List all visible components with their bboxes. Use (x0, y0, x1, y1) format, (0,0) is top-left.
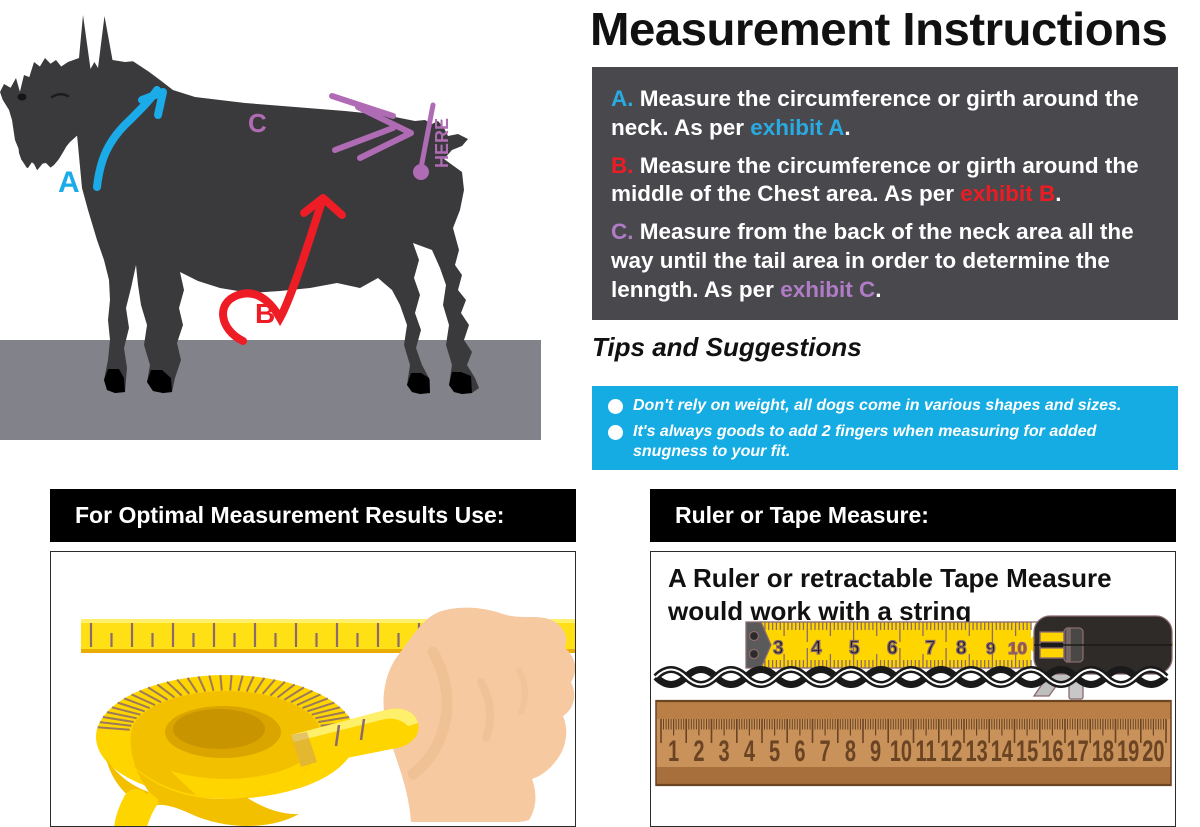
svg-text:2: 2 (693, 735, 704, 768)
svg-text:11: 11 (916, 735, 937, 768)
svg-text:6: 6 (794, 735, 805, 768)
svg-text:3: 3 (719, 735, 730, 768)
svg-text:B: B (255, 298, 275, 329)
svg-text:12: 12 (940, 735, 962, 768)
svg-text:9: 9 (870, 735, 881, 768)
svg-text:10: 10 (1008, 639, 1027, 658)
svg-text:10: 10 (890, 735, 912, 768)
svg-text:1: 1 (668, 735, 679, 768)
svg-text:5: 5 (769, 735, 780, 768)
svg-text:HERE: HERE (432, 118, 452, 168)
svg-text:8: 8 (845, 735, 856, 768)
svg-text:13: 13 (965, 735, 987, 768)
svg-text:9: 9 (986, 639, 995, 658)
svg-text:18: 18 (1092, 735, 1114, 768)
svg-text:6: 6 (887, 638, 898, 659)
svg-text:4: 4 (811, 638, 822, 659)
svg-text:7: 7 (820, 735, 831, 768)
svg-text:8: 8 (956, 638, 967, 659)
svg-text:5: 5 (849, 638, 860, 659)
svg-text:17: 17 (1066, 735, 1088, 768)
svg-text:7: 7 (925, 638, 936, 659)
svg-text:3: 3 (773, 638, 784, 659)
svg-text:A: A (58, 166, 80, 199)
svg-text:C: C (248, 108, 267, 138)
svg-text:4: 4 (744, 735, 756, 768)
svg-text:15: 15 (1016, 735, 1038, 768)
svg-text:16: 16 (1041, 735, 1063, 768)
svg-text:19: 19 (1117, 735, 1139, 768)
svg-text:14: 14 (991, 735, 1014, 768)
svg-text:20: 20 (1142, 735, 1164, 768)
